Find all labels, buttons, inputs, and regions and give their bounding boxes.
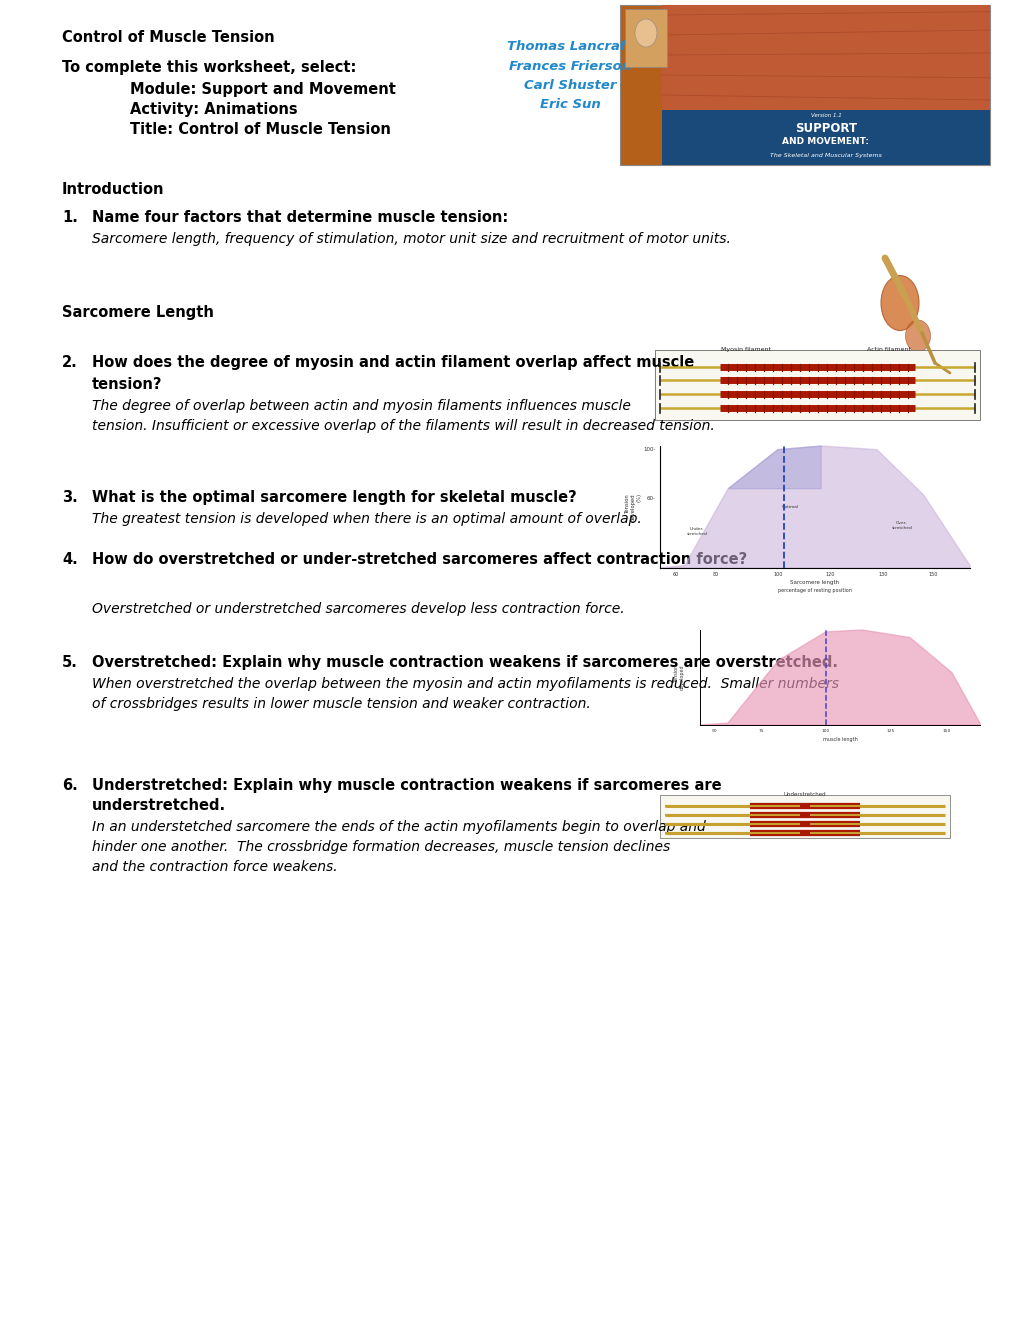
Text: Frances Frierson: Frances Frierson — [508, 59, 631, 73]
Text: Optimal: Optimal — [781, 506, 798, 510]
Text: percentage of resting position: percentage of resting position — [777, 587, 851, 593]
Text: In an understetched sarcomere the ends of the actin myofilaments begin to overla: In an understetched sarcomere the ends o… — [92, 820, 705, 834]
Text: 100-: 100- — [643, 447, 655, 453]
Text: 0-: 0- — [650, 560, 655, 565]
Text: Carl Shuster: Carl Shuster — [524, 79, 615, 92]
Text: Eric Sun: Eric Sun — [539, 99, 600, 111]
Text: When overstretched the overlap between the myosin and actin myofilaments is redu: When overstretched the overlap between t… — [92, 677, 839, 690]
Text: 125: 125 — [886, 729, 894, 733]
FancyBboxPatch shape — [659, 795, 949, 838]
Text: Under-
stretched: Under- stretched — [686, 527, 707, 536]
Text: The degree of overlap between actin and myosin filaments influences muscle: The degree of overlap between actin and … — [92, 399, 631, 413]
Ellipse shape — [905, 319, 929, 352]
Text: Title: Control of Muscle Tension: Title: Control of Muscle Tension — [129, 121, 390, 137]
FancyBboxPatch shape — [661, 5, 989, 165]
Text: Understretched: Explain why muscle contraction weakens if sarcomeres are: Understretched: Explain why muscle contr… — [92, 777, 720, 793]
Text: Name four factors that determine muscle tension:: Name four factors that determine muscle … — [92, 210, 507, 224]
Text: 80: 80 — [712, 572, 718, 577]
Text: 2.: 2. — [62, 355, 77, 370]
Text: To complete this worksheet, select:: To complete this worksheet, select: — [62, 59, 356, 75]
Text: 100: 100 — [821, 729, 829, 733]
Text: of crossbridges results in lower muscle tension and weaker contraction.: of crossbridges results in lower muscle … — [92, 697, 590, 711]
Text: Tension
developed
(%): Tension developed (%) — [625, 494, 641, 521]
Text: Actin filament: Actin filament — [866, 347, 910, 352]
Text: How does the degree of myosin and actin filament overlap affect muscle: How does the degree of myosin and actin … — [92, 355, 694, 370]
Text: 50: 50 — [710, 729, 716, 733]
Text: SUPPORT: SUPPORT — [794, 121, 856, 135]
Text: Overstretched or understretched sarcomeres develop less contraction force.: Overstretched or understretched sarcomer… — [92, 602, 624, 616]
Text: Version 1.1: Version 1.1 — [810, 114, 841, 117]
Text: Sarcomere length: Sarcomere length — [790, 579, 839, 585]
Text: Control of Muscle Tension: Control of Muscle Tension — [62, 30, 274, 45]
Text: 75: 75 — [758, 729, 763, 733]
Text: hinder one another.  The crossbridge formation decreases, muscle tension decline: hinder one another. The crossbridge form… — [92, 840, 669, 854]
Text: Module: Support and Movement: Module: Support and Movement — [129, 82, 395, 96]
FancyBboxPatch shape — [620, 5, 989, 165]
Text: How do overstretched or under-stretched sarcomeres affect contraction force?: How do overstretched or under-stretched … — [92, 552, 747, 568]
Text: 60-: 60- — [646, 496, 655, 502]
Text: Introduction: Introduction — [62, 182, 164, 197]
Polygon shape — [659, 446, 969, 568]
Text: 150: 150 — [942, 729, 950, 733]
Text: 5.: 5. — [62, 655, 77, 671]
Text: 1.: 1. — [62, 210, 77, 224]
Polygon shape — [699, 630, 979, 725]
FancyBboxPatch shape — [625, 9, 666, 67]
Text: 120: 120 — [825, 572, 835, 577]
Text: The greatest tension is developed when there is an optimal amount of overlap.: The greatest tension is developed when t… — [92, 512, 641, 525]
Text: 100: 100 — [772, 572, 782, 577]
Text: 3.: 3. — [62, 490, 77, 506]
Text: 4.: 4. — [62, 552, 77, 568]
Text: 150: 150 — [927, 572, 936, 577]
Text: Overstretched: Explain why muscle contraction weakens if sarcomeres are overstre: Overstretched: Explain why muscle contra… — [92, 655, 838, 671]
Text: What is the optimal sarcomere length for skeletal muscle?: What is the optimal sarcomere length for… — [92, 490, 576, 506]
Ellipse shape — [635, 18, 656, 48]
Text: Understretched: Understretched — [783, 792, 825, 797]
Text: and the contraction force weakens.: and the contraction force weakens. — [92, 861, 337, 874]
FancyBboxPatch shape — [661, 110, 989, 165]
Text: The Skeletal and Muscular Systems: The Skeletal and Muscular Systems — [769, 153, 881, 158]
Text: Over-
stretched: Over- stretched — [891, 521, 911, 529]
Text: Sarcomere Length: Sarcomere Length — [62, 305, 214, 319]
Text: tension?: tension? — [92, 378, 162, 392]
Text: Tension
developed: Tension developed — [674, 665, 685, 690]
Text: understretched.: understretched. — [92, 799, 226, 813]
Ellipse shape — [880, 276, 918, 330]
Text: 6.: 6. — [62, 777, 77, 793]
Text: 60: 60 — [672, 572, 678, 577]
Text: Myosin filament: Myosin filament — [720, 347, 770, 352]
Text: muscle length: muscle length — [821, 737, 857, 742]
Polygon shape — [728, 446, 820, 488]
Text: AND MOVEMENT:: AND MOVEMENT: — [782, 137, 868, 147]
FancyBboxPatch shape — [654, 350, 979, 420]
Text: Thomas Lancraft: Thomas Lancraft — [506, 40, 632, 53]
Text: 130: 130 — [877, 572, 887, 577]
Text: tension. Insufficient or excessive overlap of the filaments will result in decre: tension. Insufficient or excessive overl… — [92, 418, 714, 433]
Text: Sarcomere length, frequency of stimulation, motor unit size and recruitment of m: Sarcomere length, frequency of stimulati… — [92, 232, 731, 246]
Text: Activity: Animations: Activity: Animations — [129, 102, 298, 117]
